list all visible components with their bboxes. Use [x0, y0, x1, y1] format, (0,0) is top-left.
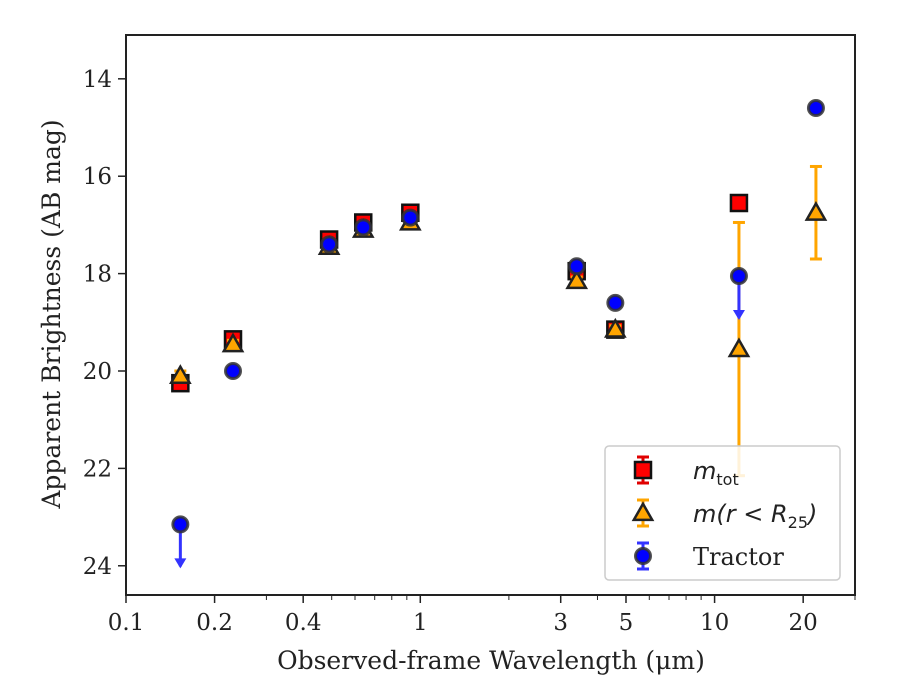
legend-marker — [634, 547, 652, 565]
y-tick-label: 22 — [83, 456, 112, 482]
data-point — [603, 317, 627, 338]
x-tick-label: 0.4 — [285, 610, 322, 636]
y-tick-label: 20 — [83, 359, 112, 385]
data-point — [221, 332, 245, 353]
legend-marker — [631, 501, 655, 522]
data-point — [168, 364, 192, 385]
legend-label: mtot — [693, 457, 739, 489]
data-point — [729, 267, 748, 286]
legend: mtot m(r < R25) Tractor — [604, 445, 841, 581]
data-point — [567, 257, 586, 276]
data-point — [171, 515, 190, 534]
plot-area — [168, 99, 828, 569]
y-tick-label: 16 — [83, 164, 112, 190]
legend-marker — [633, 460, 653, 480]
data-point — [354, 218, 373, 237]
data-point — [320, 235, 339, 254]
data-point — [606, 293, 625, 312]
series-tractor — [171, 99, 825, 569]
y-tick-label: 24 — [83, 554, 112, 580]
x-tick-label: 10 — [700, 610, 729, 636]
legend-entry: Tractor — [634, 541, 784, 571]
data-point — [806, 99, 825, 118]
legend-entry: mtot — [633, 455, 739, 489]
legend-label: Tractor — [693, 543, 784, 571]
axes: 0.1 0.2 0.4 1 3 5 10 20 14 16 18 20 22 24 — [83, 34, 856, 636]
data-point — [804, 201, 828, 221]
x-tick-label: 5 — [619, 610, 634, 636]
x-tick-label: 20 — [789, 610, 818, 636]
x-tick-label: 3 — [553, 610, 568, 636]
y-tick-label: 14 — [83, 67, 112, 93]
data-point — [729, 193, 749, 213]
y-axis-title: Apparent Brightness (AB mag) — [37, 119, 66, 509]
y-tick-label: 18 — [83, 262, 112, 288]
upper-limit-arrowhead — [174, 558, 187, 569]
x-tick-label: 0.2 — [196, 610, 233, 636]
legend-box — [604, 445, 841, 581]
data-point — [401, 208, 420, 227]
plot-frame — [125, 34, 856, 596]
x-tick-label: 1 — [413, 610, 428, 636]
x-axis-title: Observed-frame Wavelength (μm) — [277, 646, 705, 675]
legend-entry: m(r < R25) — [631, 498, 817, 532]
series-m-tot — [171, 193, 749, 393]
data-point — [727, 337, 751, 358]
series-m-r-r25- — [168, 164, 828, 478]
legend-label: m(r < R25) — [693, 500, 817, 532]
upper-limit-arrowhead — [732, 310, 745, 321]
x-tick-label: 0.1 — [108, 610, 145, 636]
data-point — [224, 362, 243, 380]
data-point — [565, 269, 589, 290]
